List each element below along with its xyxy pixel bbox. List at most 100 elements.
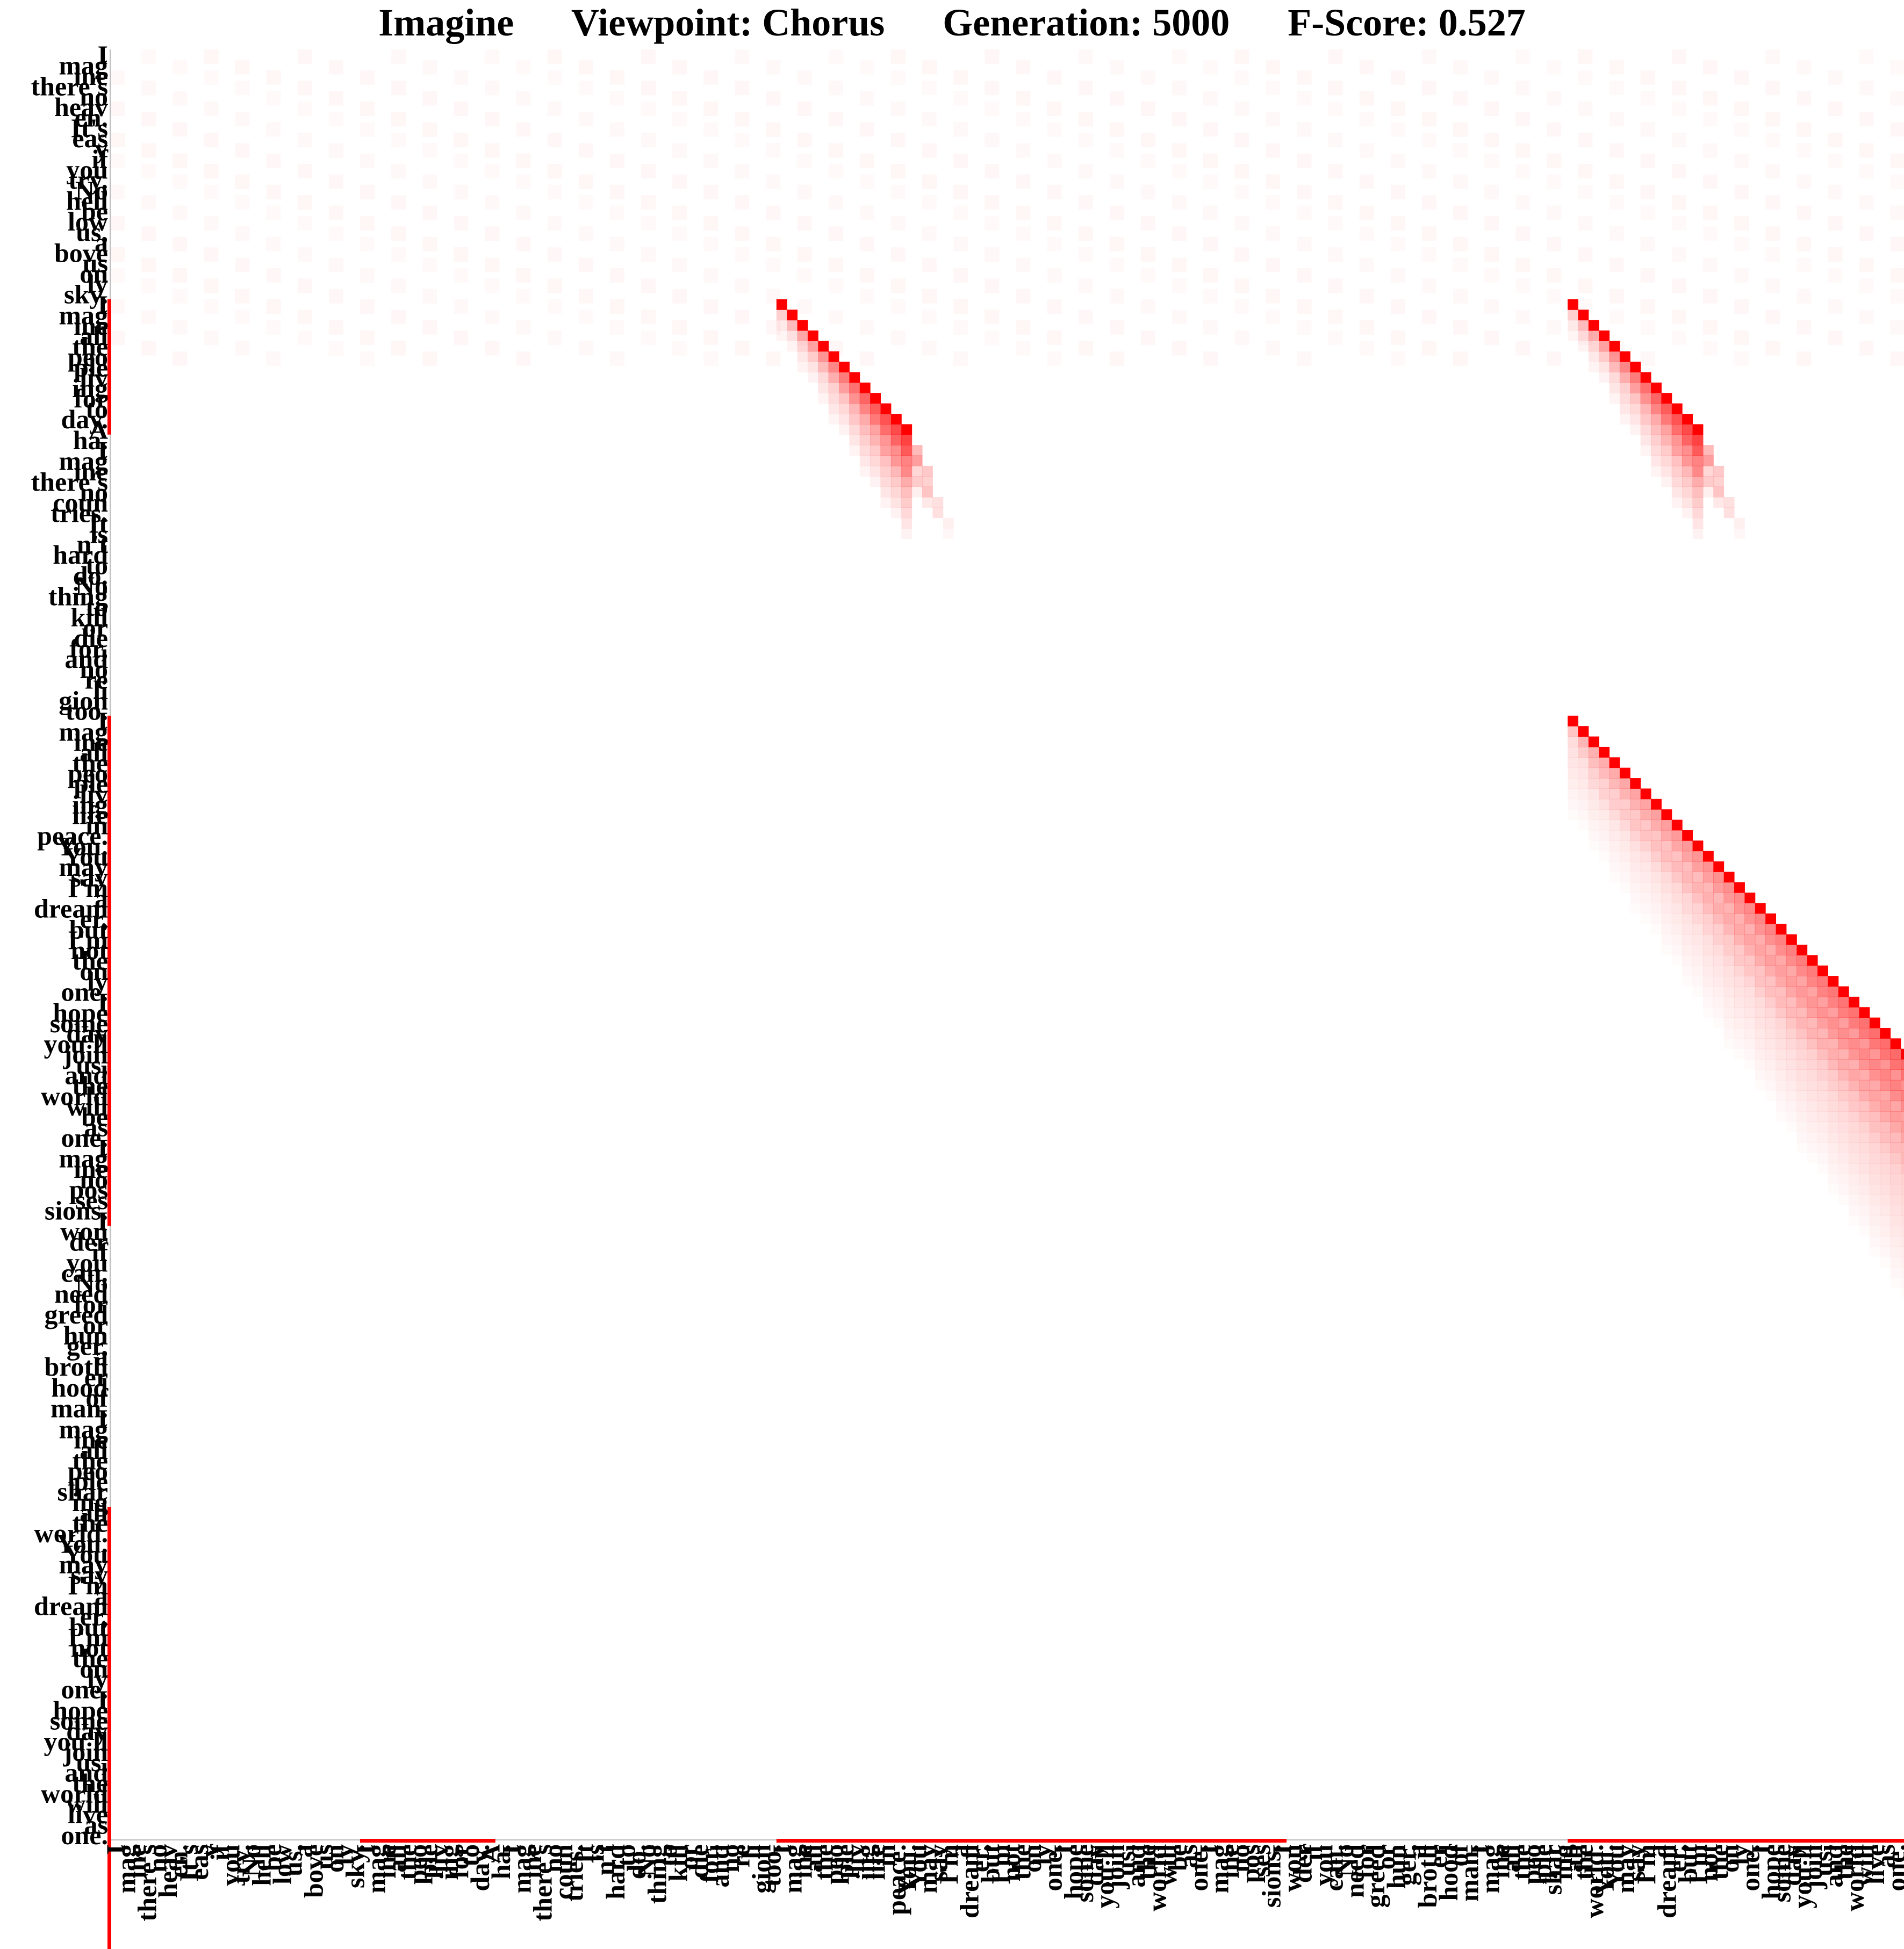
faint-cell bbox=[1828, 185, 1842, 199]
heat-cell bbox=[870, 414, 881, 425]
x-tick-label: pos bbox=[1235, 1844, 1266, 1883]
faint-cell bbox=[1297, 185, 1311, 199]
diagonal-cell bbox=[1797, 945, 1808, 955]
heat-cell bbox=[1619, 799, 1630, 810]
heat-cell bbox=[1755, 1007, 1766, 1018]
heat-cell bbox=[1838, 996, 1849, 1008]
heat-cell bbox=[818, 362, 829, 373]
faint-cell bbox=[141, 49, 156, 64]
y-tick-label: I'm bbox=[68, 925, 108, 955]
x-tick-label: there's bbox=[527, 1844, 557, 1921]
heat-cell bbox=[1682, 872, 1693, 883]
heat-cell bbox=[1849, 1048, 1860, 1060]
faint-cell bbox=[1578, 133, 1592, 147]
faint-cell bbox=[1859, 112, 1874, 126]
faint-cell bbox=[860, 320, 874, 335]
faint-cell bbox=[298, 216, 312, 231]
heat-cell bbox=[1702, 893, 1714, 904]
heat-cell bbox=[1755, 976, 1766, 987]
faint-cell bbox=[298, 195, 312, 210]
x-tick-label: be bbox=[257, 1844, 287, 1871]
y-tick-label: mag bbox=[59, 446, 108, 476]
heat-cell bbox=[880, 424, 892, 435]
faint-cell bbox=[1547, 237, 1561, 251]
faint-cell bbox=[110, 247, 125, 262]
heat-cell bbox=[1640, 830, 1651, 841]
heat-cell bbox=[839, 372, 850, 383]
heat-cell bbox=[1776, 1080, 1787, 1091]
heat-cell bbox=[901, 434, 913, 445]
heat-cell bbox=[1723, 903, 1735, 914]
heat-cell bbox=[1901, 1278, 1904, 1289]
x-tick-label: will bbox=[1850, 1844, 1880, 1886]
heat-cell bbox=[1671, 465, 1683, 477]
heat-cell bbox=[1890, 1059, 1901, 1070]
heat-cell bbox=[1901, 1069, 1904, 1081]
faint-cell bbox=[1266, 143, 1280, 157]
heat-cell bbox=[1838, 1121, 1849, 1133]
faint-cell bbox=[1891, 174, 1904, 189]
diagonal-cell bbox=[1692, 424, 1704, 435]
faint-cell bbox=[1828, 216, 1842, 231]
faint-cell bbox=[1141, 185, 1155, 199]
heat-cell bbox=[1651, 403, 1662, 414]
heat-cell bbox=[1849, 1007, 1860, 1018]
heat-cell bbox=[1901, 1090, 1904, 1102]
y-tick-label: or bbox=[83, 613, 108, 643]
faint-cell bbox=[360, 299, 375, 314]
heat-cell bbox=[1744, 945, 1756, 955]
heat-cell bbox=[1671, 445, 1683, 456]
heat-cell bbox=[1568, 320, 1578, 331]
heat-cell bbox=[807, 341, 818, 352]
heat-cell bbox=[1890, 1048, 1901, 1060]
heat-cell bbox=[1734, 934, 1745, 945]
faint-cell bbox=[1891, 154, 1904, 168]
heat-cell bbox=[1869, 1059, 1880, 1070]
heat-cell bbox=[1661, 861, 1672, 872]
faint-cell bbox=[485, 341, 499, 355]
heat-cell bbox=[1869, 1153, 1880, 1164]
faint-cell bbox=[891, 278, 906, 293]
heat-cell bbox=[1838, 1142, 1849, 1153]
faint-cell bbox=[1203, 174, 1218, 189]
heat-cell bbox=[1723, 882, 1735, 893]
heat-cell bbox=[849, 393, 860, 404]
faint-cell bbox=[985, 216, 999, 231]
heat-cell bbox=[1838, 1017, 1849, 1029]
heat-cell bbox=[1609, 778, 1620, 789]
x-tick-label: there's bbox=[132, 1844, 162, 1921]
heat-cell bbox=[1588, 746, 1599, 758]
faint-cell bbox=[173, 289, 187, 304]
heat-cell bbox=[1568, 736, 1578, 747]
heat-cell bbox=[1869, 1038, 1880, 1049]
heat-cell bbox=[1744, 913, 1756, 924]
heat-cell bbox=[1880, 1142, 1891, 1153]
heat-cell bbox=[1880, 1048, 1891, 1060]
diagonal-cell bbox=[859, 382, 871, 393]
y-tick-label: you'll bbox=[44, 1029, 109, 1059]
faint-cell bbox=[1515, 226, 1530, 241]
diagonal-cell bbox=[1578, 726, 1589, 737]
x-tick-label: one. bbox=[1881, 1844, 1904, 1892]
heat-cell bbox=[1807, 996, 1818, 1008]
faint-cell bbox=[953, 268, 968, 283]
heat-cell bbox=[1713, 965, 1725, 976]
heat-cell bbox=[1702, 872, 1714, 883]
heat-cell bbox=[1682, 872, 1693, 883]
x-tick-label: man. bbox=[1454, 1844, 1484, 1902]
heat-cell bbox=[1786, 1101, 1797, 1112]
faint-cell bbox=[360, 123, 375, 137]
heat-cell bbox=[1901, 1215, 1904, 1226]
heat-cell bbox=[1869, 1101, 1880, 1112]
faint-cell bbox=[797, 133, 812, 147]
faint-cell bbox=[173, 351, 187, 366]
faint-cell bbox=[1453, 237, 1468, 251]
faint-cell bbox=[1110, 257, 1124, 272]
faint-cell bbox=[891, 216, 906, 231]
heat-cell bbox=[1755, 1017, 1766, 1029]
heat-cell bbox=[1859, 1101, 1870, 1112]
heat-cell bbox=[1859, 1080, 1870, 1091]
faint-cell bbox=[235, 310, 249, 324]
faint-cell bbox=[1391, 123, 1405, 137]
faint-cell bbox=[1672, 81, 1686, 95]
